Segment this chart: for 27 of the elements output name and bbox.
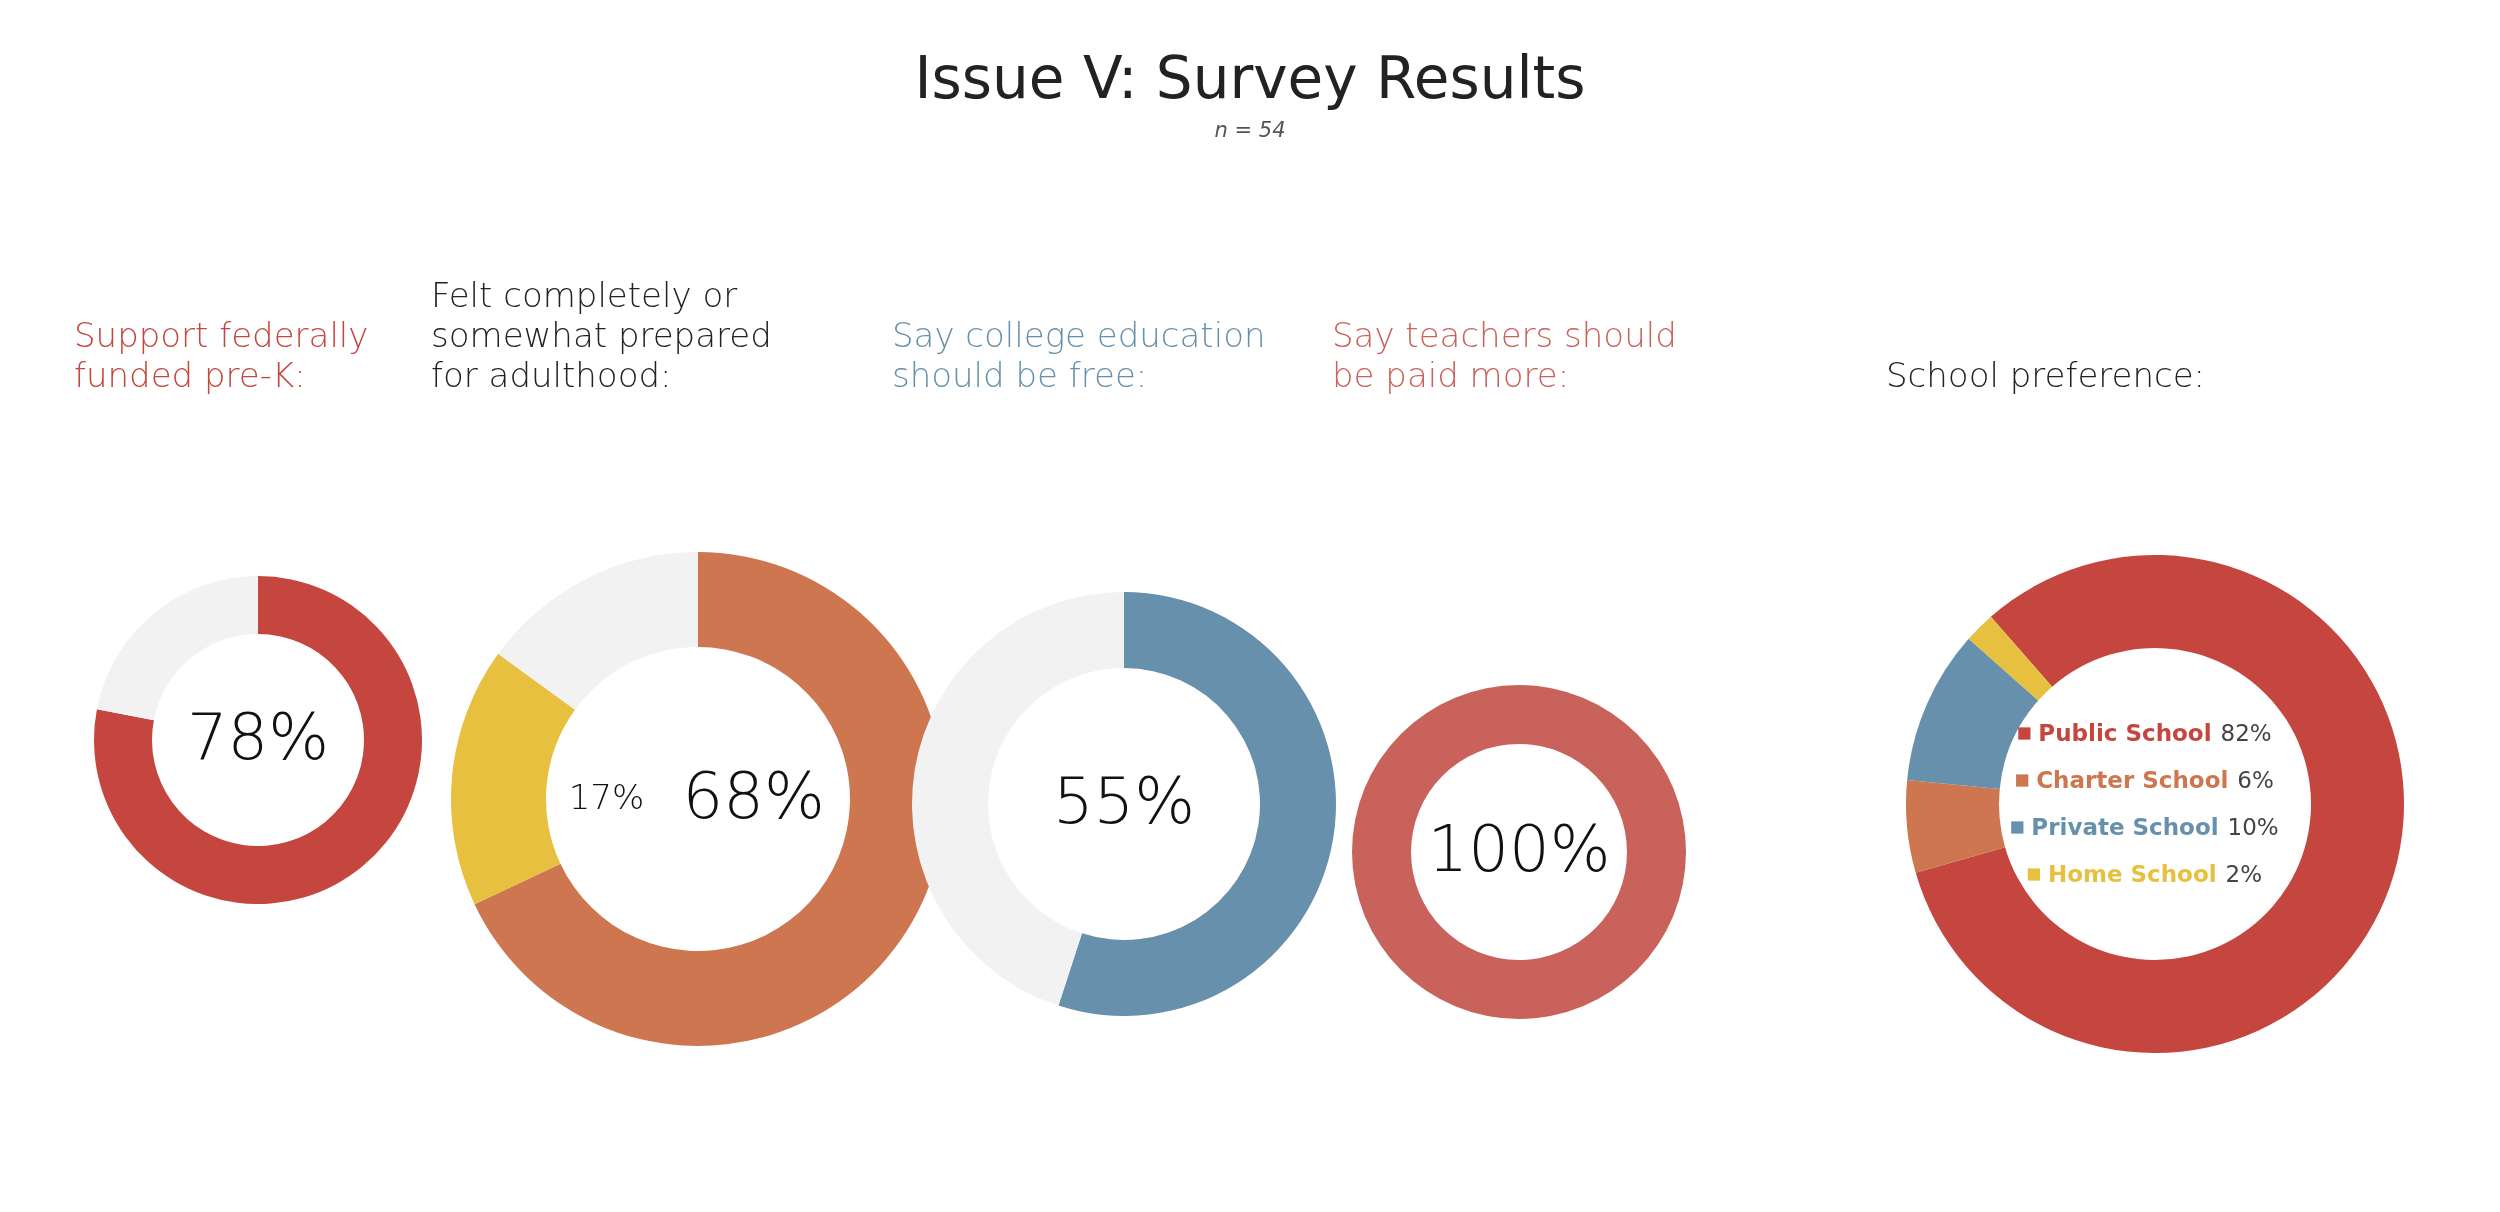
text: n = 54 [1214, 118, 1286, 142]
data-label: 68% [682, 759, 825, 833]
data-label: 2% [2225, 860, 2263, 887]
donut-slice [1907, 638, 2039, 789]
legend-label: Public School [2038, 719, 2212, 746]
chart-title: Say teachers should be paid more: [1332, 315, 1677, 395]
legend-label: Private School [2031, 813, 2219, 840]
donut-slice [94, 576, 422, 904]
donut-slice [1058, 592, 1336, 1016]
donut-slice [498, 552, 698, 710]
text: Issue V: Survey Results [914, 44, 1586, 112]
chart-title: Support federally funded pre-K: [74, 315, 369, 395]
donut-slice [1915, 555, 2404, 1053]
data-label: 17% [568, 777, 645, 817]
chart-title: Felt completely or somewhat prepared for adulthood: [431, 275, 772, 395]
donut-slice [1968, 616, 2053, 701]
data-label: 82% [2220, 719, 2272, 746]
data-label: 78% [186, 700, 330, 774]
chart-title: Say college education should be free: [892, 315, 1266, 395]
donut-slice [1906, 779, 2006, 873]
chart-title: School preference: [1886, 355, 2206, 395]
data-label: 10% [2227, 813, 2279, 840]
data-label: 55% [1052, 764, 1196, 838]
legend-label: Charter School [2036, 766, 2229, 793]
data-label: 6% [2237, 766, 2274, 793]
data-label: 100% [1427, 812, 1611, 886]
legend-label: Home School [2047, 860, 2217, 887]
